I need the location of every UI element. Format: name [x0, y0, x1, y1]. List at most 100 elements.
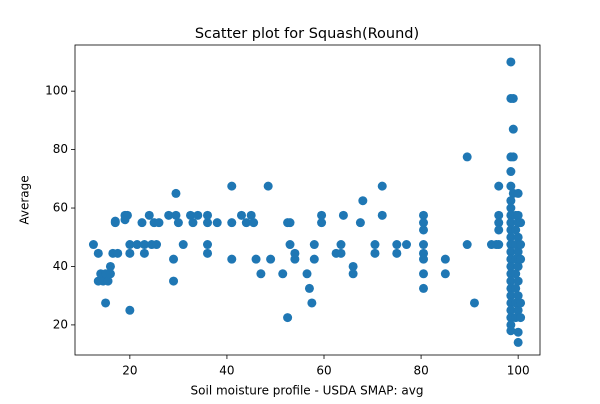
- point: [506, 247, 516, 257]
- point: [178, 240, 188, 250]
- point: [120, 215, 130, 225]
- point: [513, 232, 523, 242]
- point: [212, 218, 222, 228]
- point: [513, 276, 523, 286]
- point: [513, 261, 523, 271]
- point: [506, 196, 516, 206]
- point: [125, 248, 135, 258]
- point: [203, 210, 213, 220]
- x-tick-label: 40: [219, 364, 234, 378]
- point: [516, 218, 526, 228]
- point: [513, 337, 523, 347]
- point: [317, 210, 327, 220]
- point: [516, 313, 526, 323]
- point: [193, 210, 203, 220]
- point: [309, 240, 319, 250]
- point: [173, 218, 183, 228]
- point: [506, 203, 516, 213]
- point: [494, 181, 504, 191]
- plot-frame: [74, 44, 541, 356]
- point: [392, 240, 402, 250]
- y-tick-label: 80: [53, 142, 68, 156]
- point: [188, 218, 198, 228]
- point: [246, 210, 256, 220]
- point: [506, 305, 516, 315]
- point: [137, 218, 147, 228]
- point: [506, 276, 516, 286]
- point: [358, 196, 368, 206]
- y-tick-label: 100: [45, 84, 68, 98]
- point: [355, 218, 365, 228]
- x-tick-label: 60: [316, 364, 331, 378]
- point: [338, 210, 348, 220]
- point: [508, 93, 518, 103]
- point: [370, 248, 380, 258]
- point: [169, 276, 179, 286]
- point: [285, 218, 295, 228]
- point: [256, 269, 266, 279]
- point: [419, 254, 429, 264]
- point: [266, 254, 276, 264]
- point: [506, 167, 516, 177]
- point: [506, 232, 516, 242]
- point: [169, 254, 179, 264]
- point: [440, 269, 450, 279]
- point: [152, 240, 162, 250]
- y-tick-label: 20: [53, 317, 68, 331]
- point: [203, 248, 213, 258]
- point: [506, 326, 516, 336]
- point: [164, 210, 174, 220]
- point: [516, 298, 526, 308]
- point: [511, 225, 521, 235]
- point: [419, 269, 429, 279]
- y-tick-label: 60: [53, 201, 68, 215]
- point: [494, 225, 504, 235]
- point: [348, 269, 358, 279]
- point: [494, 240, 504, 250]
- point: [103, 276, 113, 286]
- point: [302, 269, 312, 279]
- point: [283, 313, 293, 323]
- point: [290, 248, 300, 258]
- point: [144, 210, 154, 220]
- x-tick-label: 100: [507, 364, 530, 378]
- point: [278, 269, 288, 279]
- point: [419, 210, 429, 220]
- chart-title: Scatter plot for Squash(Round): [195, 26, 419, 42]
- point: [186, 210, 196, 220]
- x-axis-label: Soil moisture profile - USDA SMAP: avg: [191, 384, 424, 398]
- point: [309, 254, 319, 264]
- point: [419, 283, 429, 293]
- point: [139, 240, 149, 250]
- point: [392, 248, 402, 258]
- point: [513, 291, 523, 301]
- point: [462, 152, 472, 162]
- point: [101, 298, 111, 308]
- point: [105, 269, 115, 279]
- point: [249, 218, 259, 228]
- point: [105, 261, 115, 271]
- point: [506, 218, 516, 228]
- point: [125, 305, 135, 315]
- point: [227, 181, 237, 191]
- point: [113, 248, 123, 258]
- point: [251, 254, 261, 264]
- point: [508, 152, 518, 162]
- point: [506, 291, 516, 301]
- x-tick-label: 80: [413, 364, 428, 378]
- point: [336, 240, 346, 250]
- point: [513, 210, 523, 220]
- point: [513, 305, 523, 315]
- point: [285, 240, 295, 250]
- point: [317, 218, 327, 228]
- point: [307, 298, 317, 308]
- point: [419, 225, 429, 235]
- point: [508, 124, 518, 134]
- point: [171, 188, 181, 198]
- point: [203, 218, 213, 228]
- point: [462, 240, 472, 250]
- point: [516, 240, 526, 250]
- point: [419, 240, 429, 250]
- point: [506, 57, 516, 67]
- point: [402, 240, 412, 250]
